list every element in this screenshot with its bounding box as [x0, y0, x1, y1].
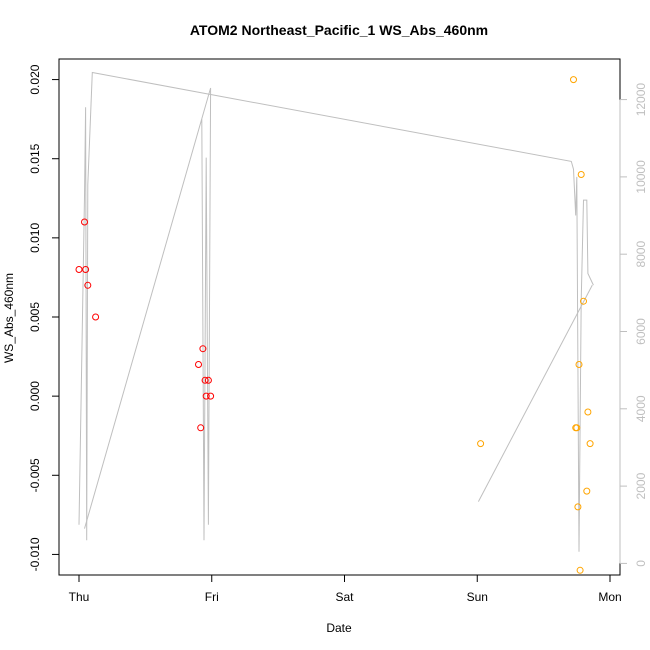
- data-point-series1-9: [201, 376, 209, 384]
- x-axis: Thu Fri Sat Sun Mon: [69, 574, 622, 604]
- secondary-line-group: [78, 71, 594, 552]
- data-point-series2-4: [573, 424, 581, 432]
- secondary-line-segment-1: [78, 71, 594, 552]
- data-point-series1-8: [199, 345, 207, 353]
- y-tick-label: 0.020: [28, 64, 42, 94]
- data-point-series2-6: [575, 361, 583, 368]
- y-axis: -0.010 -0.005 0.000 0.005 0.010 0.015 0.020: [28, 64, 60, 571]
- data-point-series2-10: [583, 487, 591, 495]
- y-tick-label: 0.000: [28, 381, 42, 411]
- chart-title: ATOM2 Northeast_Pacific_1 WS_Abs_460nm: [190, 22, 488, 38]
- y2-tick-label: 6000: [634, 318, 648, 345]
- y-axis-right: 0 2000 4000 6000 8000 10000 12000: [619, 83, 648, 567]
- secondary-line-segment-2: [84, 87, 212, 541]
- data-point-series1-10: [202, 392, 210, 400]
- x-tick-label: Sun: [467, 590, 488, 604]
- points-group: [75, 76, 594, 574]
- data-point-series1-4: [84, 281, 92, 289]
- data-point-series2-11: [584, 408, 592, 416]
- data-point-series2-8: [577, 171, 585, 178]
- data-point-series2-9: [580, 297, 587, 305]
- data-point-series2-2: [570, 76, 577, 84]
- data-point-series1-2: [81, 218, 88, 226]
- data-point-series1-3: [82, 266, 90, 273]
- y-tick-label: 0.015: [28, 143, 42, 173]
- y2-tick-label: 12000: [634, 83, 648, 117]
- data-point-series1-6: [195, 361, 202, 368]
- data-point-series2-5: [574, 503, 582, 511]
- x-axis-label: Date: [326, 621, 352, 635]
- data-point-series1-5: [92, 313, 100, 321]
- x-tick-label: Sat: [335, 590, 354, 604]
- data-point-series2-7: [576, 566, 584, 574]
- y-tick-label: 0.005: [28, 302, 42, 332]
- y2-tick-label: 8000: [634, 241, 648, 268]
- y-tick-label: -0.010: [28, 537, 42, 571]
- y2-tick-label: 2000: [634, 472, 648, 499]
- secondary-line-segment-3: [477, 284, 593, 502]
- data-point-series2-12: [586, 440, 594, 448]
- y2-tick-label: 4000: [634, 395, 648, 422]
- y2-tick-label: 0: [634, 560, 648, 567]
- x-tick-label: Thu: [69, 590, 90, 604]
- x-tick-label: Fri: [205, 590, 219, 604]
- y2-tick-label: 10000: [634, 160, 648, 194]
- data-point-series1-12: [207, 392, 215, 400]
- y-tick-label: 0.010: [28, 223, 42, 253]
- y-tick-label: -0.005: [28, 458, 42, 492]
- data-point-series1-7: [197, 424, 205, 432]
- data-point-series2-1: [477, 440, 485, 448]
- y-axis-label: WS_Abs_460nm: [2, 273, 16, 363]
- data-point-series1-11: [204, 376, 212, 384]
- data-point-series1-1: [75, 266, 83, 273]
- x-tick-label: Mon: [598, 590, 621, 604]
